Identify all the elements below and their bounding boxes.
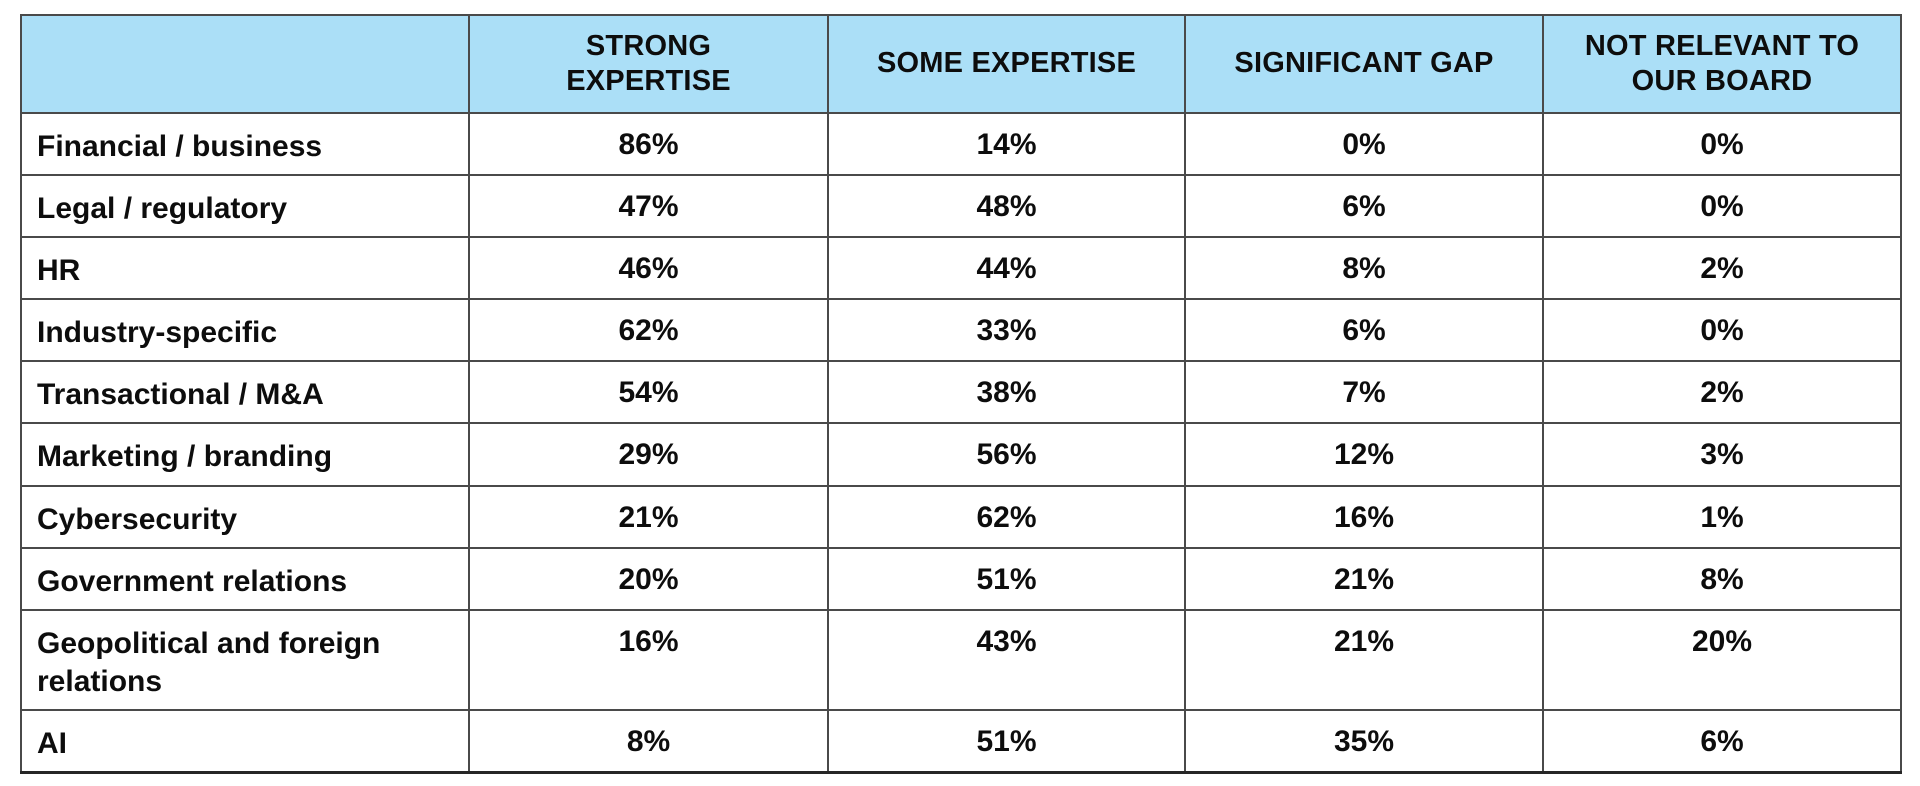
value-cell: 29% [468,422,829,487]
row-label-text: Financial / business [37,130,323,163]
table-row: Geopolitical and foreign relations 16% 43%… [20,608,1902,711]
row-label: Government relations [20,546,470,611]
table-row: AI 8% 51% 35% 6% [20,708,1902,774]
row-label-text: HR [37,254,81,288]
column-header-label: NOT RELEVANT TO OUR BOARD [1584,29,1860,97]
row-label-text: Transactional / M&A [37,378,324,412]
column-header-label: STRONG EXPERTISE [566,29,731,97]
row-label-text: AI [37,726,67,760]
row-label-text: Legal / regulatory [37,192,288,226]
value-cell: 0% [1184,111,1544,177]
value-cell: 1% [1542,484,1902,549]
value-cell: 46% [468,236,829,301]
row-label-text: Cybersecurity [37,502,238,536]
value-cell: 33% [827,298,1186,363]
table-row: Legal / regulatory 47% 48% 6% 0% [20,174,1902,239]
value-cell: 16% [468,608,829,711]
value-cell: 44% [827,236,1186,301]
value-cell: 62% [468,298,829,363]
column-header: SIGNIFICANT GAP [1184,14,1544,114]
value-cell: 20% [1542,608,1902,711]
table-row: Financial / business 86% 14% 0% 0% [20,111,1902,177]
value-cell: 2% [1542,236,1902,301]
row-label: Legal / regulatory [20,174,470,239]
value-cell: 35% [1184,708,1544,774]
value-cell: 0% [1542,111,1902,177]
value-cell: 21% [468,484,829,549]
row-label: HR [20,236,470,301]
value-cell: 12% [1184,422,1544,487]
row-label: Financial / business [20,111,470,177]
row-label-text: Industry-specific [37,316,278,350]
header-row: STRONG EXPERTISE SOME EXPERTISE SIGNIFICAN… [20,14,1902,114]
value-cell: 54% [468,360,829,425]
value-cell: 8% [1542,546,1902,611]
table-body: Financial / business 86% 14% 0% 0% Legal / re… [20,111,1902,774]
table-row: Transactional / M&A 54% 38% 7% 2% [20,360,1902,425]
row-label-text: Marketing / branding [37,440,333,474]
table-row: HR 46% 44% 8% 2% [20,236,1902,301]
value-cell: 62% [827,484,1186,549]
value-cell: 48% [827,174,1186,239]
row-label: Marketing / branding [20,422,470,487]
table-row: Marketing / branding 29% 56% 12% 3% [20,422,1902,487]
table-row: Industry-specific 62% 33% 6% 0% [20,298,1902,363]
table-row: Cybersecurity 21% 62% 16% 1% [20,484,1902,549]
value-cell: 38% [827,360,1186,425]
column-header: STRONG EXPERTISE [468,14,829,114]
value-cell: 6% [1542,708,1902,774]
column-header: SOME EXPERTISE [827,14,1186,114]
value-cell: 16% [1184,484,1544,549]
value-cell: 43% [827,608,1186,711]
value-cell: 21% [1184,608,1544,711]
value-cell: 14% [827,111,1186,177]
row-label-text: Geopolitical and foreign relations [37,626,381,698]
row-label: Geopolitical and foreign relations [20,608,470,711]
value-cell: 6% [1184,174,1544,239]
value-cell: 56% [827,422,1186,487]
value-cell: 47% [468,174,829,239]
value-cell: 21% [1184,546,1544,611]
value-cell: 7% [1184,360,1544,425]
row-label: Cybersecurity [20,484,470,549]
value-cell: 0% [1542,174,1902,239]
row-label: Transactional / M&A [20,360,470,425]
value-cell: 51% [827,546,1186,611]
value-cell: 86% [468,111,829,177]
column-header-label: SOME EXPERTISE [876,47,1137,80]
column-header-label: SIGNIFICANT GAP [1234,47,1494,80]
expertise-table: STRONG EXPERTISE SOME EXPERTISE SIGNIFICAN… [20,14,1902,775]
row-label-text: Government relations [37,564,348,598]
row-label: AI [20,708,470,774]
value-cell: 3% [1542,422,1902,487]
value-cell: 8% [1184,236,1544,301]
value-cell: 2% [1542,360,1902,425]
row-label: Industry-specific [20,298,470,363]
value-cell: 51% [827,708,1186,774]
column-header: NOT RELEVANT TO OUR BOARD [1542,14,1902,114]
value-cell: 0% [1542,298,1902,363]
value-cell: 8% [468,708,829,774]
table-row: Government relations 20% 51% 21% 8% [20,546,1902,611]
value-cell: 20% [468,546,829,611]
value-cell: 6% [1184,298,1544,363]
corner-cell [20,14,470,114]
